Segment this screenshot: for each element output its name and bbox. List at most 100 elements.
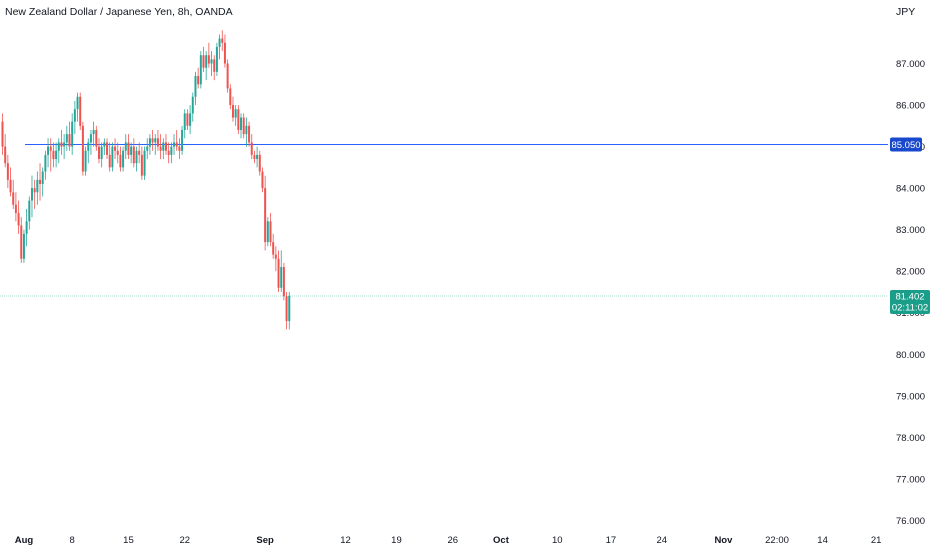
candle-body: [218, 38, 221, 47]
current-price-label-bg: [890, 290, 930, 315]
candle: [65, 125, 68, 151]
price-tick-label: 86.000: [896, 101, 925, 112]
candle-body: [30, 188, 33, 201]
candle: [261, 167, 264, 193]
candle-body: [25, 221, 28, 234]
time-tick-label: 14: [817, 535, 828, 546]
time-tick-label: 26: [447, 535, 458, 546]
price-tick-label: 87.000: [896, 59, 925, 70]
candle: [116, 142, 119, 164]
candle-body: [154, 138, 157, 143]
candle: [4, 134, 7, 168]
candle-body: [151, 138, 154, 143]
candle: [135, 146, 138, 172]
candle-body: [253, 154, 256, 160]
time-tick-label: 21: [871, 535, 882, 546]
candle-body: [60, 142, 63, 147]
candle-body: [20, 225, 23, 259]
candle-body: [264, 188, 267, 243]
time-tick-label: 15: [123, 535, 134, 546]
candle: [138, 142, 141, 164]
candle: [25, 208, 28, 247]
candle: [245, 117, 248, 147]
price-tick-label: 77.000: [896, 474, 925, 485]
price-tick-label: 82.000: [896, 267, 925, 278]
candle: [186, 109, 189, 130]
candle: [164, 134, 167, 155]
candle: [266, 217, 269, 247]
candle: [288, 291, 291, 330]
candle-body: [167, 150, 170, 155]
candle: [151, 129, 154, 151]
time-tick-label: 12: [340, 535, 351, 546]
time-tick-label: Sep: [256, 535, 274, 546]
candle: [36, 171, 39, 205]
candle: [60, 129, 63, 155]
chart-title: New Zealand Dollar / Japanese Yen, 8h, O…: [5, 6, 233, 18]
candle: [191, 92, 194, 122]
candle: [237, 105, 240, 135]
time-tick-label: 22: [179, 535, 190, 546]
candle-body: [89, 134, 92, 143]
candle: [207, 42, 210, 68]
candle-body: [164, 142, 167, 151]
candle-body: [186, 113, 189, 126]
candle-body: [9, 179, 12, 193]
candle-body: [285, 296, 288, 322]
candle-body: [261, 171, 264, 189]
candle: [114, 138, 117, 160]
candles-layer: [1, 30, 291, 330]
time-axis[interactable]: Aug 8 15 22 Sep 12 19 26 Oct 10 17 24 Nov 22:00 14 21: [15, 535, 882, 546]
candle-body: [71, 121, 74, 147]
candle-body: [146, 146, 149, 151]
candle: [194, 71, 197, 106]
candle-body: [12, 192, 15, 205]
candle: [205, 51, 208, 81]
candle-body: [52, 150, 55, 160]
candle: [73, 100, 76, 135]
candle-body: [63, 142, 66, 147]
candle: [63, 134, 66, 160]
candle: [49, 138, 52, 172]
candle-body: [1, 121, 4, 147]
candle: [285, 291, 288, 330]
candle: [167, 142, 170, 164]
candle-body: [248, 125, 251, 143]
candle: [81, 121, 84, 176]
candle-body: [280, 267, 283, 288]
candle: [156, 129, 159, 151]
candle: [9, 167, 12, 197]
candle-body: [116, 150, 119, 155]
candle: [12, 179, 15, 209]
candle: [162, 138, 165, 160]
candle: [132, 138, 135, 168]
candle: [100, 142, 103, 168]
candle-body: [226, 63, 229, 89]
candle: [280, 250, 283, 292]
candle-body: [36, 179, 39, 193]
candle-body: [122, 150, 125, 168]
time-tick-label: 8: [70, 535, 75, 546]
candle: [33, 179, 36, 209]
candle: [269, 213, 272, 247]
candle-body: [159, 146, 162, 151]
candle-body: [57, 142, 60, 151]
candle: [223, 34, 226, 68]
candle: [22, 229, 25, 263]
candle-body: [234, 109, 237, 118]
candle: [140, 146, 143, 180]
candle: [130, 142, 133, 164]
candle-body: [242, 117, 245, 135]
candle-body: [178, 146, 181, 151]
currency-label: JPY: [896, 6, 916, 18]
horizontal-line-layer: [0, 144, 888, 297]
candle: [221, 30, 224, 52]
candle: [122, 146, 125, 172]
candle: [170, 142, 173, 164]
candle-body: [108, 154, 111, 168]
candle: [76, 92, 79, 122]
candle-body: [245, 125, 248, 135]
candle: [108, 142, 111, 172]
time-tick-label: 17: [606, 535, 617, 546]
